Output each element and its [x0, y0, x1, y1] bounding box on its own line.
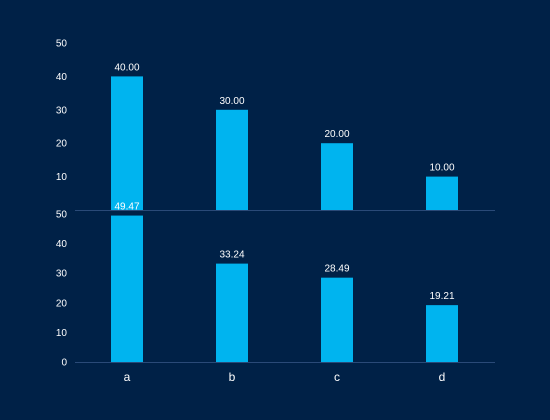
y-tick-label: 20 — [56, 298, 68, 309]
data-label: 20.00 — [324, 129, 349, 140]
data-label: 10.00 — [429, 163, 454, 174]
y-tick-label: 50 — [56, 39, 68, 50]
chart-panel-2: 0 10 20 30 40 50 49.47 33.24 28.49 19.21 a b c d — [56, 202, 495, 384]
data-label: 40.00 — [114, 62, 139, 73]
x-tick-label: b — [229, 370, 236, 384]
bar-c — [321, 277, 353, 362]
y-tick-label: 10 — [56, 172, 68, 183]
bar-a — [111, 76, 143, 211]
x-tick-label: d — [439, 370, 446, 384]
y-tick-label: 30 — [56, 269, 68, 280]
data-label: 33.24 — [219, 250, 244, 261]
data-label: 30.00 — [219, 96, 244, 107]
bar-d — [426, 176, 458, 210]
bar-c — [321, 143, 353, 210]
data-label: 19.21 — [429, 291, 454, 302]
chart-panel-1: 10 20 30 40 50 40.00 30.00 20.00 10.00 — [56, 39, 495, 211]
y-tick-label: 10 — [56, 328, 68, 339]
data-label: 49.47 — [114, 202, 139, 213]
x-tick-label: c — [334, 370, 340, 384]
bar-b — [216, 109, 248, 210]
y-tick-label: 30 — [56, 105, 68, 116]
bar-a — [111, 215, 143, 362]
y-tick-label: 40 — [56, 72, 68, 83]
x-tick-label: a — [124, 370, 131, 384]
y-tick-label: 40 — [56, 239, 68, 250]
y-tick-label: 20 — [56, 139, 68, 150]
y-tick-label: 0 — [61, 358, 67, 369]
data-label: 28.49 — [324, 264, 349, 275]
y-tick-label: 50 — [56, 210, 68, 221]
bar-d — [426, 305, 458, 362]
bar-b — [216, 263, 248, 362]
